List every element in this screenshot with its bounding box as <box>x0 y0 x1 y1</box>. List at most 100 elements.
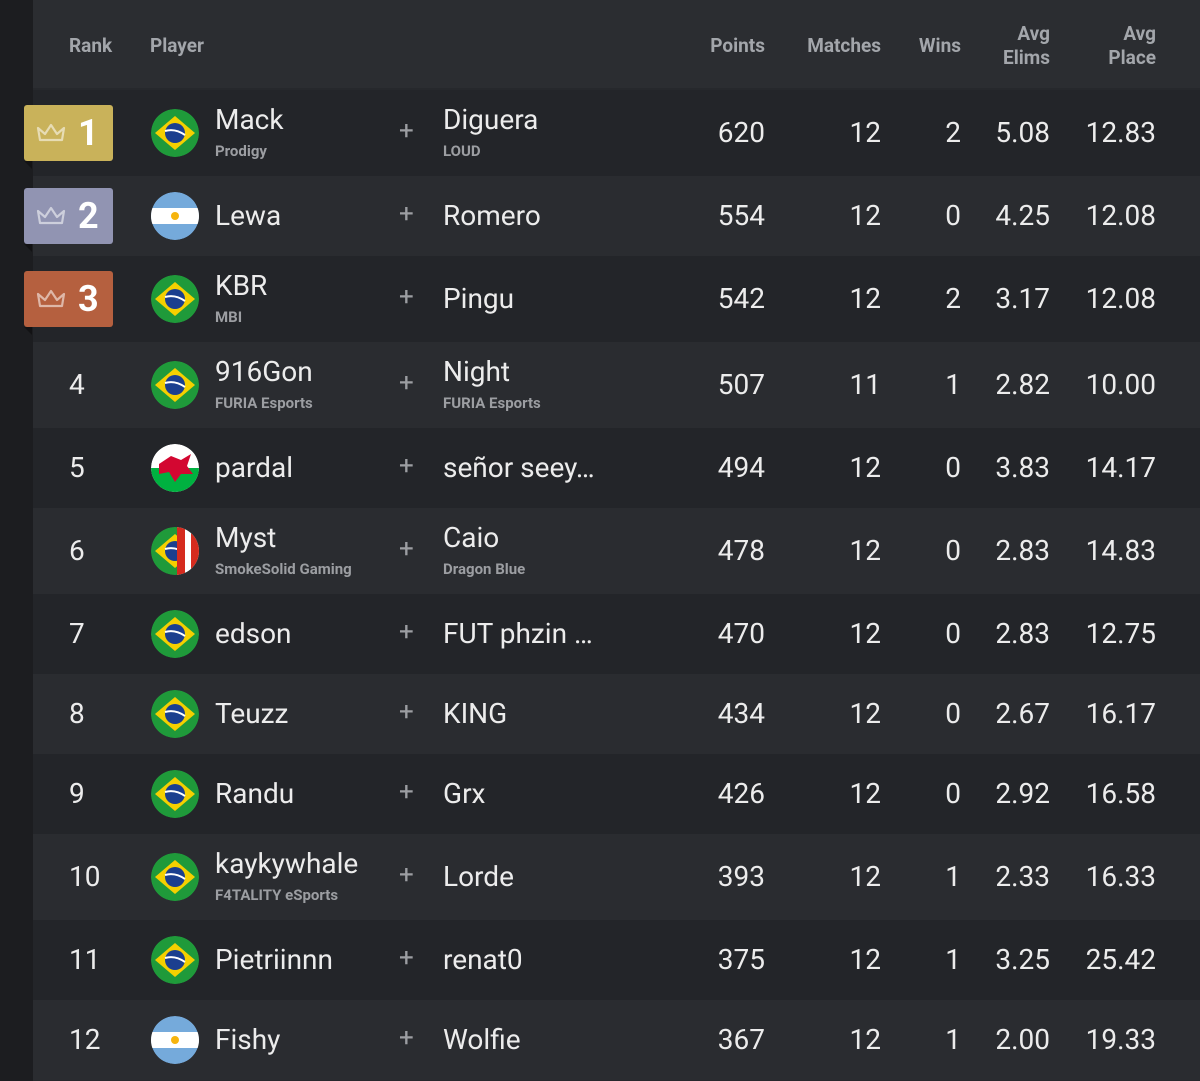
plus-icon: + <box>399 282 414 312</box>
matches: 12 <box>849 777 881 810</box>
header-bar <box>33 0 1200 88</box>
points: 507 <box>717 368 765 401</box>
partner-name[interactable]: Caio <box>443 521 500 554</box>
player-team: MBI <box>215 308 243 326</box>
wins: 1 <box>945 943 961 976</box>
plus-icon: + <box>399 1023 414 1053</box>
player-team: Prodigy <box>215 142 267 160</box>
avg-elims: 3.17 <box>995 282 1050 315</box>
country-flag <box>151 610 199 658</box>
player-name[interactable]: Pietriinnn <box>215 943 333 976</box>
country-flag <box>151 275 199 323</box>
points: 434 <box>717 697 765 730</box>
avg-place: 10.00 <box>1085 368 1156 401</box>
player-team: FURIA Esports <box>215 394 313 412</box>
rank: 4 <box>69 368 85 401</box>
country-flag <box>151 361 199 409</box>
partner-name[interactable]: renat0 <box>443 943 523 976</box>
avg-place: 14.83 <box>1085 534 1156 567</box>
matches: 12 <box>849 451 881 484</box>
player-name[interactable]: kaykywhale <box>215 847 359 880</box>
points: 542 <box>717 282 765 315</box>
country-flag <box>151 936 199 984</box>
avg-elims: 2.83 <box>995 534 1050 567</box>
leaderboard-row <box>33 90 1200 176</box>
wins: 0 <box>945 199 961 232</box>
wins: 0 <box>945 534 961 567</box>
avg-elims: 2.83 <box>995 617 1050 650</box>
partner-name[interactable]: Romero <box>443 199 541 232</box>
country-flag <box>151 444 199 492</box>
column-header: Rank <box>69 34 113 57</box>
player-name[interactable]: Teuzz <box>215 697 289 730</box>
partner-team: LOUD <box>443 142 481 160</box>
country-flag <box>151 527 199 575</box>
plus-icon: + <box>399 860 414 890</box>
leaderboard-row <box>33 834 1200 920</box>
matches: 12 <box>849 1023 881 1056</box>
rank-medal: 3 <box>24 271 113 335</box>
wins: 1 <box>945 1023 961 1056</box>
avg-elims: 5.08 <box>995 116 1050 149</box>
points: 367 <box>717 1023 765 1056</box>
avg-elims: 4.25 <box>995 199 1050 232</box>
partner-name[interactable]: señor seey… <box>443 451 595 484</box>
wins: 1 <box>945 860 961 893</box>
wins: 0 <box>945 617 961 650</box>
matches: 12 <box>849 697 881 730</box>
leaderboard-row <box>33 754 1200 834</box>
leaderboard-row <box>33 176 1200 256</box>
avg-place: 19.33 <box>1085 1023 1156 1056</box>
wins: 0 <box>945 697 961 730</box>
player-name[interactable]: KBR <box>215 269 268 302</box>
plus-icon: + <box>399 368 414 398</box>
partner-name[interactable]: Night <box>443 355 511 388</box>
leaderboard-row <box>33 428 1200 508</box>
avg-elims: 2.33 <box>995 860 1050 893</box>
country-flag <box>151 192 199 240</box>
avg-elims: 2.67 <box>995 697 1050 730</box>
partner-name[interactable]: FUT phzin … <box>443 617 593 650</box>
rank: 11 <box>69 943 101 976</box>
points: 494 <box>717 451 765 484</box>
country-flag <box>151 853 199 901</box>
avg-elims: 3.25 <box>995 943 1050 976</box>
partner-name[interactable]: KING <box>443 697 508 730</box>
player-name[interactable]: Randu <box>215 777 295 810</box>
player-name[interactable]: Myst <box>215 521 277 554</box>
rank: 3 <box>78 278 99 320</box>
avg-elims: 2.92 <box>995 777 1050 810</box>
avg-elims: 2.82 <box>995 368 1050 401</box>
player-name[interactable]: Fishy <box>215 1023 281 1056</box>
partner-name[interactable]: Wolfie <box>443 1023 521 1056</box>
rank: 5 <box>69 451 85 484</box>
wins: 0 <box>945 451 961 484</box>
wins: 2 <box>945 282 961 315</box>
matches: 12 <box>849 617 881 650</box>
player-name[interactable]: Lewa <box>215 199 282 232</box>
player-name[interactable]: Mack <box>215 103 284 136</box>
rank: 12 <box>69 1023 101 1056</box>
partner-name[interactable]: Diguera <box>443 103 539 136</box>
rank: 7 <box>69 617 85 650</box>
leaderboard-row <box>33 674 1200 754</box>
column-header: Player <box>150 34 204 57</box>
plus-icon: + <box>399 697 414 727</box>
wins: 2 <box>945 116 961 149</box>
column-header: Matches <box>807 34 881 57</box>
partner-name[interactable]: Grx <box>443 777 486 810</box>
player-name[interactable]: edson <box>215 617 292 650</box>
points: 375 <box>717 943 765 976</box>
partner-name[interactable]: Lorde <box>443 860 514 893</box>
matches: 12 <box>849 860 881 893</box>
leaderboard-row <box>33 508 1200 594</box>
rank: 6 <box>69 534 85 567</box>
rank: 8 <box>69 697 85 730</box>
medal-fold <box>24 244 32 252</box>
player-name[interactable]: 916Gon <box>215 355 313 388</box>
player-name[interactable]: pardal <box>215 451 294 484</box>
partner-name[interactable]: Pingu <box>443 282 515 315</box>
leaderboard-row <box>33 594 1200 674</box>
points: 554 <box>717 199 765 232</box>
